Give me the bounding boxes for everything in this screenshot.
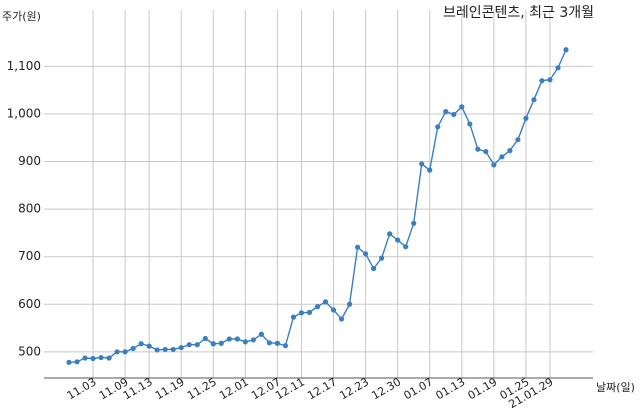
data-point — [387, 231, 393, 237]
x-tick-label: 11.03 — [65, 375, 99, 402]
data-point — [499, 154, 505, 160]
data-point — [475, 146, 481, 152]
y-tick-labels: 500 600 700 800 900 1,000 1,100 — [7, 59, 41, 358]
chart-title: 브레인콘텐츠, 최근 3개월 — [443, 5, 594, 21]
data-point — [274, 340, 281, 346]
x-tick-label: 01.13 — [434, 375, 468, 402]
data-point — [162, 346, 168, 353]
data-point — [178, 344, 184, 351]
data-point — [483, 148, 489, 155]
data-point — [98, 354, 104, 361]
x-tick-label: 11.25 — [185, 375, 219, 402]
data-point — [338, 316, 345, 322]
x-axis-label: 날짜(일) — [596, 380, 635, 394]
data-point — [563, 47, 569, 53]
data-point — [242, 339, 248, 345]
x-tick-label: 12.01 — [217, 375, 251, 402]
series-line — [68, 49, 567, 363]
data-point — [555, 65, 561, 71]
y-tick-label: 500 — [18, 344, 41, 358]
data-point — [371, 265, 377, 272]
data-point — [523, 115, 529, 121]
data-point — [202, 335, 208, 342]
x-tick-labels: 11.0311.0911.1311.1911.2512.0112.0712.11… — [65, 375, 556, 411]
data-point — [138, 341, 144, 347]
data-point — [379, 255, 385, 261]
data-point — [354, 244, 361, 250]
data-point — [250, 337, 256, 343]
x-tick-label: 01.19 — [466, 375, 500, 402]
data-point — [515, 137, 521, 143]
data-point — [362, 251, 369, 257]
y-tick-label: 800 — [18, 202, 41, 216]
data-point — [435, 124, 441, 130]
data-point — [491, 162, 497, 168]
data-point — [186, 342, 192, 348]
data-point — [306, 309, 313, 315]
data-point — [411, 220, 417, 226]
gridlines — [44, 10, 593, 378]
data-point — [194, 342, 200, 348]
data-point — [403, 244, 409, 250]
x-tick-label: 12.17 — [305, 375, 339, 402]
data-point — [130, 345, 136, 352]
data-point — [154, 347, 160, 353]
data-point — [226, 336, 232, 342]
data-point — [443, 109, 449, 115]
x-tick-label: 12.30 — [369, 375, 403, 402]
data-points — [66, 47, 569, 365]
data-point — [122, 349, 128, 355]
data-point — [531, 97, 537, 103]
data-point — [234, 336, 240, 342]
data-point — [451, 111, 457, 118]
y-tick-label: 1,100 — [7, 59, 41, 73]
data-point — [290, 314, 297, 320]
data-point — [322, 299, 329, 305]
y-axis-label: 주가(원) — [2, 10, 41, 23]
data-point — [346, 301, 353, 307]
data-point — [114, 349, 120, 355]
y-tick-label: 900 — [18, 154, 41, 168]
data-point — [395, 237, 401, 243]
y-tick-label: 600 — [18, 297, 41, 311]
data-point — [66, 359, 72, 365]
data-point — [170, 346, 176, 353]
data-point — [218, 340, 224, 346]
data-point — [82, 355, 88, 361]
data-point — [419, 161, 425, 167]
data-point — [266, 340, 273, 346]
x-tick-label: 12.23 — [337, 375, 371, 402]
data-point — [298, 310, 305, 316]
x-tick-label: 11.19 — [153, 375, 187, 402]
data-point — [146, 343, 152, 349]
data-point — [539, 78, 545, 84]
data-point — [427, 167, 433, 173]
data-point — [547, 77, 553, 83]
data-point — [507, 148, 513, 154]
data-point — [90, 355, 96, 362]
data-point — [210, 341, 216, 347]
y-tick-label: 1,000 — [7, 106, 41, 120]
y-tick-label: 700 — [18, 249, 41, 263]
data-point — [282, 343, 289, 349]
data-point — [314, 304, 321, 310]
data-point — [467, 121, 473, 127]
data-point — [106, 355, 112, 361]
data-point — [74, 359, 80, 365]
x-tick-label: 01.07 — [401, 375, 435, 402]
data-point — [459, 104, 465, 110]
data-point — [258, 331, 264, 337]
data-point — [330, 307, 337, 313]
